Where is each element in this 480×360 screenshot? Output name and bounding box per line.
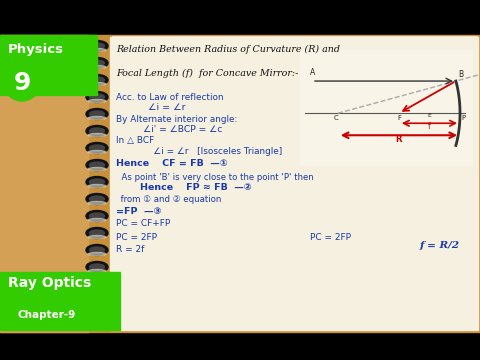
Text: In △ BCF: In △ BCF — [116, 136, 154, 145]
Ellipse shape — [86, 228, 108, 238]
Text: F: F — [397, 115, 401, 121]
Text: B: B — [458, 70, 463, 79]
Ellipse shape — [86, 75, 108, 85]
Ellipse shape — [89, 145, 105, 151]
Text: ∠i = ∠r: ∠i = ∠r — [148, 104, 186, 112]
Text: Ray Optics: Ray Optics — [8, 276, 91, 290]
Text: PC = 2FP: PC = 2FP — [116, 233, 157, 242]
Ellipse shape — [88, 270, 106, 273]
Ellipse shape — [89, 60, 105, 66]
Bar — [110, 37, 478, 330]
Text: By Alternate interior angle:: By Alternate interior angle: — [116, 114, 238, 123]
Ellipse shape — [86, 194, 108, 204]
Ellipse shape — [86, 211, 108, 221]
Bar — [0, 272, 120, 330]
Ellipse shape — [88, 82, 106, 85]
Text: from ① and ② equation: from ① and ② equation — [116, 194, 221, 203]
Ellipse shape — [88, 252, 106, 256]
Ellipse shape — [89, 230, 105, 236]
Ellipse shape — [86, 126, 108, 136]
Ellipse shape — [88, 303, 106, 306]
Ellipse shape — [89, 298, 105, 304]
Text: A: A — [310, 68, 315, 77]
Ellipse shape — [86, 40, 108, 51]
Ellipse shape — [88, 99, 106, 103]
Ellipse shape — [88, 66, 106, 68]
Text: R = 2f: R = 2f — [116, 246, 144, 255]
Ellipse shape — [89, 94, 105, 100]
Text: As point 'B' is very close to the point 'P' then: As point 'B' is very close to the point … — [116, 172, 313, 181]
Text: Physics: Physics — [8, 43, 64, 56]
Bar — [0, 35, 480, 332]
Text: PC = 2FP: PC = 2FP — [310, 233, 351, 242]
Text: Hence    CF = FB  —①: Hence CF = FB —① — [116, 159, 228, 168]
Text: Relation Between Radius of Curvature (R) and: Relation Between Radius of Curvature (R)… — [116, 44, 340, 54]
Ellipse shape — [89, 264, 105, 270]
Ellipse shape — [88, 117, 106, 120]
Ellipse shape — [88, 235, 106, 238]
Bar — [0, 332, 480, 360]
Bar — [113, 37, 477, 60]
Ellipse shape — [86, 143, 108, 153]
Text: ∠i = ∠r   [Isosceles Triangle]: ∠i = ∠r [Isosceles Triangle] — [136, 148, 282, 157]
Bar — [0, 35, 88, 332]
Ellipse shape — [86, 244, 108, 256]
Ellipse shape — [89, 247, 105, 253]
Ellipse shape — [89, 179, 105, 185]
Ellipse shape — [89, 213, 105, 219]
Ellipse shape — [88, 150, 106, 153]
Text: Chapter-9: Chapter-9 — [18, 310, 76, 320]
Text: =FP  —③: =FP —③ — [116, 207, 161, 216]
Ellipse shape — [86, 58, 108, 68]
Ellipse shape — [86, 261, 108, 273]
Ellipse shape — [88, 219, 106, 221]
Ellipse shape — [86, 176, 108, 188]
Text: PC = CF+FP: PC = CF+FP — [116, 220, 170, 229]
Ellipse shape — [89, 281, 105, 287]
Text: Hence    FP ≈ FB  —②: Hence FP ≈ FB —② — [140, 184, 252, 193]
Ellipse shape — [86, 159, 108, 171]
Text: Focal Length (f)  for Concave Mirror:-: Focal Length (f) for Concave Mirror:- — [116, 68, 299, 77]
Text: f = R/2: f = R/2 — [420, 240, 460, 249]
Ellipse shape — [86, 91, 108, 103]
Bar — [0, 0, 480, 35]
Ellipse shape — [88, 320, 106, 324]
Ellipse shape — [86, 296, 108, 306]
Text: Acc. to Law of reflection: Acc. to Law of reflection — [116, 93, 224, 102]
Ellipse shape — [89, 128, 105, 134]
Ellipse shape — [88, 134, 106, 136]
Text: R: R — [396, 135, 402, 144]
Bar — [408, 233, 473, 257]
Ellipse shape — [89, 315, 105, 321]
Ellipse shape — [89, 111, 105, 117]
Ellipse shape — [86, 108, 108, 120]
Ellipse shape — [88, 167, 106, 171]
Ellipse shape — [89, 77, 105, 83]
Bar — [0, 35, 97, 95]
Bar — [300, 50, 472, 165]
Ellipse shape — [88, 287, 106, 289]
Text: E: E — [427, 113, 431, 118]
Ellipse shape — [86, 279, 108, 289]
Ellipse shape — [88, 184, 106, 188]
Text: f: f — [428, 122, 431, 131]
Ellipse shape — [89, 43, 105, 49]
Ellipse shape — [88, 49, 106, 51]
Text: C: C — [334, 115, 338, 121]
Ellipse shape — [89, 196, 105, 202]
Text: P: P — [461, 115, 465, 121]
Ellipse shape — [88, 202, 106, 204]
Ellipse shape — [89, 162, 105, 168]
Text: ∠i' = ∠BCP = ∠c: ∠i' = ∠BCP = ∠c — [143, 126, 222, 135]
Ellipse shape — [86, 312, 108, 324]
Text: 9: 9 — [13, 71, 31, 95]
Bar — [113, 61, 477, 84]
Circle shape — [4, 65, 40, 101]
